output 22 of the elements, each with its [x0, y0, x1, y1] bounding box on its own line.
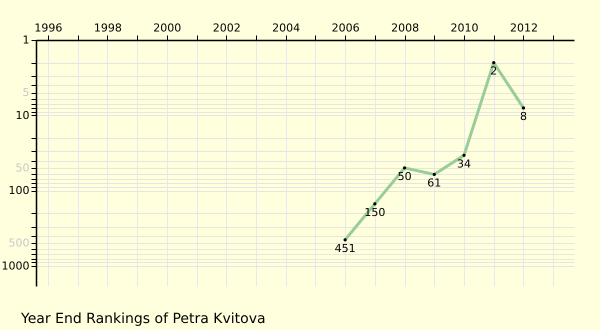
text: Year End Rankings of Petra Kvitova	[20, 311, 266, 327]
x-tick-label: 2012	[510, 22, 538, 34]
x-tick-label: 2000	[153, 22, 182, 34]
x-tick-label: 1998	[94, 22, 122, 34]
x-tick-label: 2002	[212, 22, 241, 34]
data-label: 2	[490, 64, 498, 78]
x-tick-label: 2006	[332, 22, 360, 34]
data-label: 8	[520, 110, 527, 123]
data-label: 61	[427, 176, 442, 190]
data-label: 150	[364, 206, 386, 219]
y-tick-label: 1	[22, 34, 30, 46]
x-tick-label: 2004	[272, 22, 300, 34]
data-label: 451	[334, 242, 356, 255]
x-tick-label: 2010	[450, 22, 479, 34]
data-label: 50	[398, 170, 412, 183]
line-series	[344, 61, 526, 242]
x-tick-label: 1996	[34, 22, 62, 34]
y-tick-label: 100	[8, 184, 30, 198]
data-label: 34	[457, 157, 472, 170]
x-tick-label: 2008	[391, 22, 420, 34]
y-tick-label: 10	[16, 108, 30, 122]
y-tick-label: 1000	[2, 259, 30, 272]
